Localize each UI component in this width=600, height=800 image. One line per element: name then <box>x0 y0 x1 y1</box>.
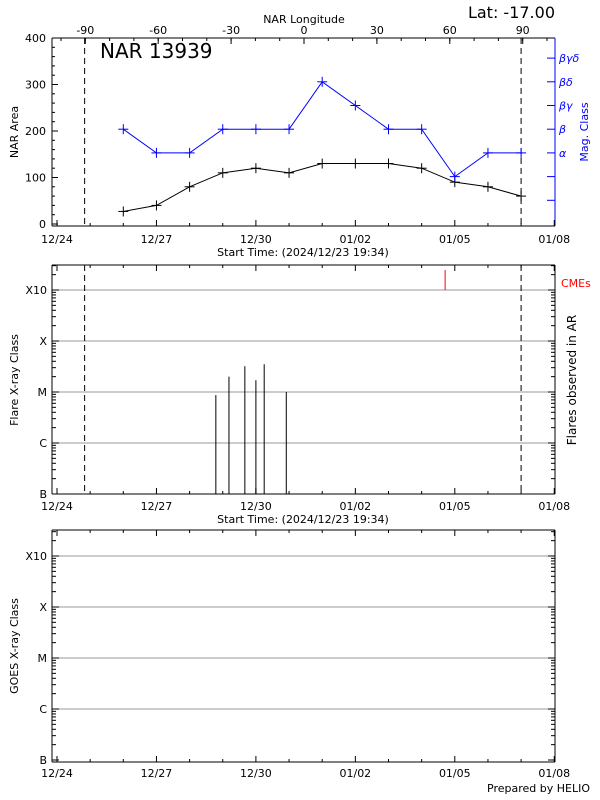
x-tick-label: 12/24 <box>41 767 73 780</box>
class-label: B <box>39 488 47 501</box>
class-label: X10 <box>25 550 47 563</box>
x-tick-label: 01/02 <box>339 500 371 513</box>
class-label: X <box>39 335 47 348</box>
mag-class-label: βγ <box>558 100 573 113</box>
y-tick-label: 300 <box>25 79 46 92</box>
x-tick-label: 12/27 <box>141 233 173 246</box>
area-line <box>123 163 522 212</box>
longitude-tick-label: 30 <box>370 24 384 37</box>
y-tick-label: 100 <box>25 172 46 185</box>
x-tick-label: 01/08 <box>538 500 570 513</box>
class-label: M <box>38 652 48 665</box>
mag-class-label: β <box>558 123 566 136</box>
y-tick-label: 200 <box>25 125 46 138</box>
x-tick-label: 01/05 <box>439 767 471 780</box>
x-tick-label: 01/05 <box>439 233 471 246</box>
longitude-tick-label: -60 <box>149 24 167 37</box>
class-label: X <box>39 601 47 614</box>
class-label: M <box>38 386 48 399</box>
y-tick-label: 400 <box>25 32 46 45</box>
y-tick-label: 0 <box>39 218 46 231</box>
x-tick-label: 01/08 <box>538 767 570 780</box>
mag-class-label: βγδ <box>558 52 580 65</box>
x-tick-label: 01/02 <box>339 767 371 780</box>
x-tick-label: 12/30 <box>240 500 272 513</box>
class-label: B <box>39 754 47 767</box>
longitude-tick-label: 90 <box>516 24 530 37</box>
x-tick-label: 01/05 <box>439 500 471 513</box>
x-tick-label: 12/24 <box>41 500 73 513</box>
x-tick-label: 12/27 <box>141 500 173 513</box>
longitude-tick-label: 60 <box>443 24 457 37</box>
longitude-tick-label: -90 <box>76 24 94 37</box>
longitude-tick-label: -30 <box>222 24 240 37</box>
mag-class-label: βδ <box>558 76 573 89</box>
class-label: C <box>39 703 47 716</box>
longitude-tick-label: 0 <box>301 24 308 37</box>
x-tick-label: 12/30 <box>240 767 272 780</box>
x-tick-label: 12/30 <box>240 233 272 246</box>
x-tick-label: 01/08 <box>538 233 570 246</box>
mag-class-label: α <box>559 147 567 160</box>
class-label: X10 <box>25 284 47 297</box>
x-tick-label: 12/24 <box>41 233 73 246</box>
x-tick-label: 12/27 <box>141 767 173 780</box>
x-tick-label: 01/02 <box>339 233 371 246</box>
class-label: C <box>39 437 47 450</box>
